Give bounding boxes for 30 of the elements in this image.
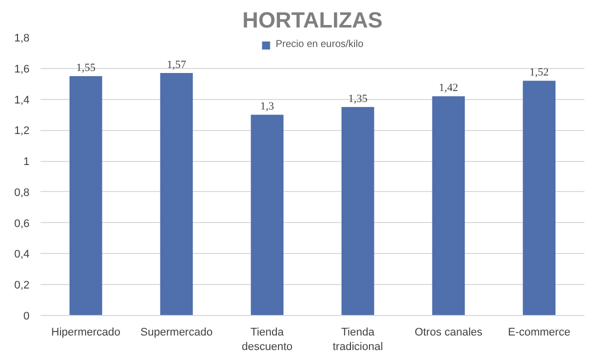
data-label: 1,52 — [530, 66, 549, 79]
bar — [432, 96, 465, 316]
y-tick-label: 0,6 — [14, 218, 30, 230]
y-tick-label: 1 — [23, 156, 30, 168]
legend-label: Precio en euros/kilo — [276, 39, 364, 50]
bar — [160, 73, 193, 316]
data-label: 1,35 — [348, 93, 368, 105]
y-tick-label: 0,4 — [14, 248, 30, 261]
y-tick-label: 0,2 — [14, 280, 30, 292]
x-tick-label: Hipermercado — [51, 326, 120, 338]
y-tick-label: 1,4 — [14, 94, 30, 106]
y-tick-label: 1,6 — [14, 63, 30, 76]
x-tick-label: Tienda tradicional — [332, 326, 383, 353]
bar — [70, 76, 102, 316]
bar — [250, 114, 284, 316]
data-label: 1,42 — [438, 82, 458, 94]
bar — [342, 107, 374, 316]
x-tick-label: E-commerce — [508, 326, 570, 338]
x-tick-label: Tienda descuento — [242, 326, 293, 353]
chart-title: HORTALIZAS — [242, 8, 383, 32]
y-tick-label: 1,8 — [14, 32, 30, 44]
x-tick-label: Otros canales — [414, 326, 483, 338]
bar — [522, 80, 556, 316]
y-tick-label: 0 — [23, 310, 30, 322]
data-label: 1,3 — [260, 100, 275, 113]
data-label: 1,55 — [76, 62, 96, 74]
data-label: 1,57 — [166, 59, 187, 72]
y-tick-label: 0,8 — [14, 186, 30, 199]
x-tick-label: Supermercado — [140, 326, 213, 338]
y-tick-label: 1,2 — [14, 125, 30, 138]
